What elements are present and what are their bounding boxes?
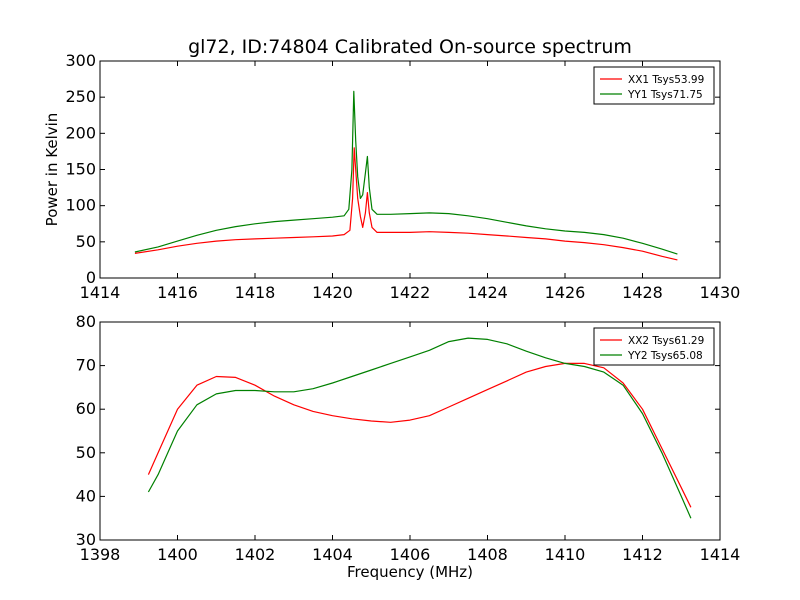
- y-axis-label: Power in Kelvin: [43, 113, 61, 227]
- y-tick-label: 50: [76, 232, 96, 251]
- x-tick-label: 1426: [545, 283, 586, 302]
- y-tick-label: 50: [76, 443, 96, 462]
- legend-box: [593, 327, 715, 366]
- x-tick-label: 1414: [700, 545, 741, 564]
- chart-title: gl72, ID:74804 Calibrated On-source spec…: [188, 36, 632, 58]
- y-tick-label: 200: [65, 123, 96, 142]
- series-line-2: [134, 90, 678, 255]
- series-line-1: [147, 362, 692, 508]
- subplot-2: 1398 1400 1402 1404 1406 1408 1410 1412 1414 30 40…: [76, 312, 741, 581]
- x-tick-label: 1418: [235, 283, 276, 302]
- x-tick-label: 1410: [545, 545, 586, 564]
- legend: XX1 Tsys53.99 YY1 Tsys71.75: [593, 66, 715, 105]
- x-tick-label: 1414: [80, 283, 121, 302]
- legend-entry: YY2 Tsys65.08: [627, 350, 703, 362]
- x-tick-label: 1422: [390, 283, 431, 302]
- x-tick-label: 1420: [312, 283, 353, 302]
- x-tick-label: 1400: [157, 545, 198, 564]
- legend: XX2 Tsys61.29 YY2 Tsys65.08: [593, 327, 715, 366]
- y-tick-label: 80: [76, 312, 96, 331]
- x-tick-label: 1408: [467, 545, 508, 564]
- y-tick-label: 150: [65, 160, 96, 179]
- y-tick-label: 40: [76, 486, 96, 505]
- y-tick-label: 250: [65, 87, 96, 106]
- x-tick-label: 1398: [80, 545, 121, 564]
- x-tick-label: 1412: [622, 545, 663, 564]
- x-axis-label: Frequency (MHz): [347, 563, 473, 581]
- x-tick-label: 1406: [390, 545, 431, 564]
- y-tick-label: 0: [86, 268, 96, 287]
- series-line-1: [134, 147, 678, 261]
- x-tick-label: 1416: [157, 283, 198, 302]
- y-tick-label: 70: [76, 356, 96, 375]
- y-tick-label: 30: [76, 530, 96, 549]
- x-tick-label: 1430: [700, 283, 741, 302]
- y-tick-label: 300: [65, 51, 96, 70]
- legend-entry: YY1 Tsys71.75: [627, 89, 703, 101]
- legend-entry: XX2 Tsys61.29: [628, 335, 704, 347]
- legend-box: [593, 66, 715, 105]
- y-tick-label: 60: [76, 399, 96, 418]
- subplot-1: 1414 1416 1418 1420 1422 1424 1426 1428 1430 0 50 1…: [43, 36, 740, 302]
- series-line-2: [147, 337, 692, 519]
- y-tick-label: 100: [65, 196, 96, 215]
- legend-entry: XX1 Tsys53.99: [628, 74, 704, 86]
- x-tick-label: 1428: [622, 283, 663, 302]
- x-tick-label: 1424: [467, 283, 508, 302]
- x-tick-label: 1402: [235, 545, 276, 564]
- x-tick-label: 1404: [312, 545, 353, 564]
